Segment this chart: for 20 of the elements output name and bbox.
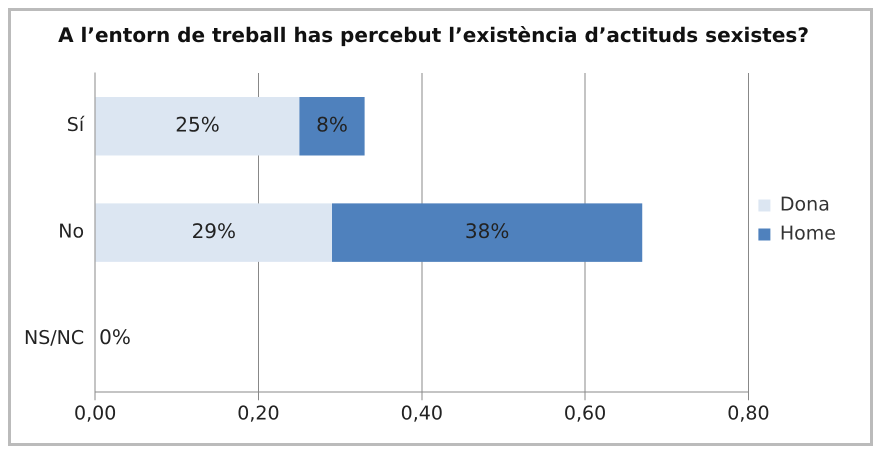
legend-label: Home bbox=[780, 222, 836, 244]
bar bbox=[96, 203, 332, 262]
data-label: 0% bbox=[99, 325, 131, 350]
legend-label: Dona bbox=[780, 193, 830, 216]
y-tick-label: Sí bbox=[66, 114, 85, 136]
chart-title: A l’entorn de treball has percebut l’existència d’actituds sexistes? bbox=[58, 23, 809, 48]
data-label: 38% bbox=[464, 218, 510, 243]
x-tick-label: 0,40 bbox=[400, 402, 443, 425]
x-tick-label: 0,20 bbox=[237, 402, 280, 425]
data-label: 25% bbox=[175, 112, 220, 136]
bar bbox=[332, 203, 642, 262]
y-tick-label: NS/NC bbox=[24, 326, 84, 349]
y-tick-label: No bbox=[58, 220, 84, 243]
x-tick-label: 0,00 bbox=[74, 402, 116, 425]
x-tick-label: 0,60 bbox=[564, 402, 606, 425]
data-label: 29% bbox=[192, 218, 236, 243]
x-tick-label: 0,80 bbox=[727, 402, 770, 425]
bar bbox=[96, 96, 300, 156]
bar bbox=[299, 96, 365, 156]
data-label: 8% bbox=[316, 112, 348, 136]
